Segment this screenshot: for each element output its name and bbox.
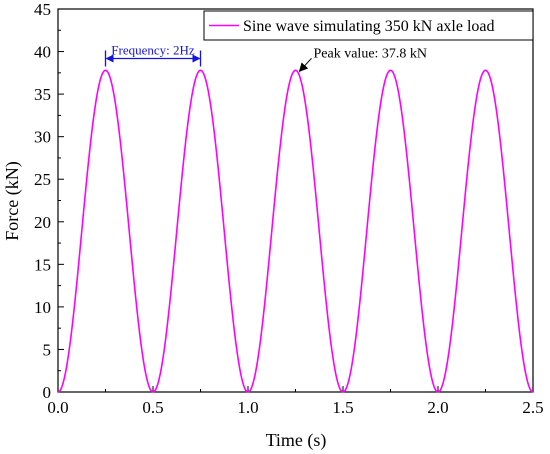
y-tick-label: 10 [34,298,51,317]
series-layer [57,69,534,393]
legend-entry-label: Sine wave simulating 350 kN axle load [243,18,495,35]
legend: Sine wave simulating 350 kN axle load [203,10,534,41]
series-line [57,69,534,393]
annotation-layer: Frequency: 2Hz Peak value: 37.8 kN [104,43,428,73]
peak-arrow [298,57,312,73]
x-tick-label: 0.0 [47,398,68,417]
x-tick-label: 1.5 [332,398,353,417]
x-axis-ticks: 0.0 0.5 1.0 1.5 2.0 2.5 [47,386,544,417]
y-tick-label: 30 [34,128,51,147]
legend-box [203,10,534,41]
y-axis-title: Force (kN) [2,161,23,240]
y-tick-label: 35 [34,85,51,104]
y-tick-label: 20 [34,213,51,232]
x-axis-title: Time (s) [266,430,327,451]
x-tick-label: 1.0 [237,398,258,417]
y-tick-label: 15 [34,255,51,274]
frequency-annotation-label: Frequency: 2Hz [111,43,195,58]
y-tick-label: 0 [43,383,52,402]
x-tick-label: 2.0 [427,398,448,417]
peak-annotation-label: Peak value: 37.8 kN [314,46,428,61]
x-tick-label: 0.5 [142,398,163,417]
y-tick-label: 5 [43,340,52,359]
plot-area [57,8,534,393]
y-tick-label: 25 [34,170,51,189]
x-tick-label: 2.5 [522,398,543,417]
plot-frame [57,8,534,393]
y-tick-label: 45 [34,0,51,19]
y-axis-ticks: 0 5 10 15 20 25 30 35 40 45 [34,0,64,402]
y-tick-label: 40 [34,43,51,62]
